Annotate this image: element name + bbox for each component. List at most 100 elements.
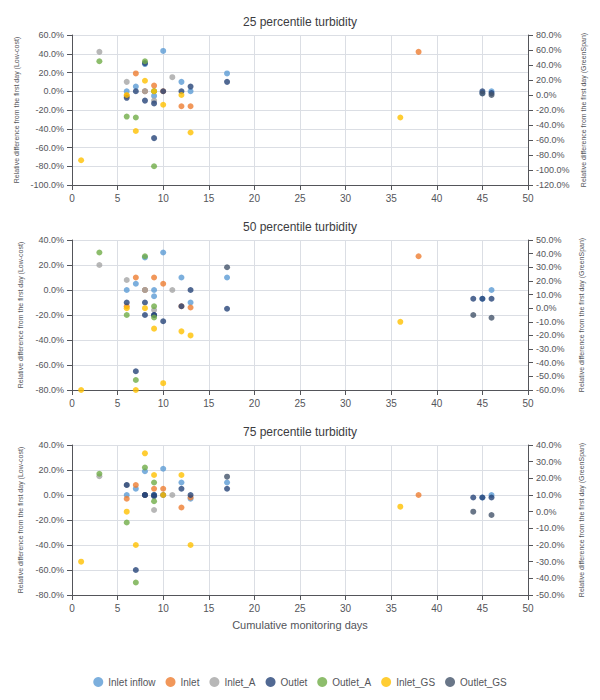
svg-text:Relative difference from the f: Relative difference from the first day (… [580, 33, 588, 187]
svg-text:-20.0%: -20.0% [536, 330, 565, 340]
svg-text:10: 10 [158, 603, 170, 614]
svg-text:50 percentile turbidity: 50 percentile turbidity [243, 220, 357, 234]
svg-text:30: 30 [340, 398, 352, 409]
svg-text:-60.0%: -60.0% [536, 385, 565, 395]
svg-text:60.0%: 60.0% [38, 30, 64, 40]
svg-text:40: 40 [431, 603, 443, 614]
svg-text:0.0%: 0.0% [43, 86, 64, 96]
svg-text:5: 5 [115, 603, 121, 614]
svg-text:20: 20 [249, 398, 261, 409]
svg-text:-80.0%: -80.0% [35, 385, 64, 395]
svg-text:25 percentile turbidity: 25 percentile turbidity [243, 15, 357, 29]
svg-text:0: 0 [69, 398, 75, 409]
svg-text:-40.0%: -40.0% [35, 335, 64, 345]
svg-text:75 percentile turbidity: 75 percentile turbidity [243, 425, 357, 439]
svg-text:15: 15 [203, 398, 215, 409]
svg-text:35: 35 [386, 603, 398, 614]
svg-text:50: 50 [522, 398, 534, 409]
svg-text:25: 25 [294, 398, 306, 409]
svg-text:30: 30 [340, 193, 352, 204]
svg-text:5: 5 [115, 398, 121, 409]
svg-text:-40.0%: -40.0% [35, 124, 64, 134]
svg-text:40: 40 [431, 398, 443, 409]
svg-text:25: 25 [294, 193, 306, 204]
svg-text:-40.0%: -40.0% [35, 540, 64, 550]
svg-text:Inlet inflow: Inlet inflow [108, 677, 156, 688]
svg-text:30: 30 [340, 603, 352, 614]
svg-text:-30.0%: -30.0% [536, 557, 565, 567]
svg-text:-30.0%: -30.0% [536, 344, 565, 354]
svg-text:40.0%: 40.0% [38, 49, 64, 59]
svg-text:Inlet: Inlet [181, 677, 200, 688]
svg-text:Inlet_A: Inlet_A [224, 677, 255, 688]
svg-text:-100.0%: -100.0% [30, 180, 64, 190]
svg-text:45: 45 [477, 193, 489, 204]
svg-text:40.0%: 40.0% [38, 440, 64, 450]
svg-text:25: 25 [294, 603, 306, 614]
svg-text:50: 50 [522, 193, 534, 204]
svg-text:20.0%: 20.0% [38, 68, 64, 78]
svg-text:40.0%: 40.0% [536, 60, 562, 70]
svg-text:40.0%: 40.0% [38, 235, 64, 245]
svg-text:0.0%: 0.0% [43, 490, 64, 500]
svg-text:-40.0%: -40.0% [536, 120, 565, 130]
svg-text:-60.0%: -60.0% [35, 360, 64, 370]
svg-text:20.0%: 20.0% [536, 75, 562, 85]
svg-text:0.0%: 0.0% [536, 507, 557, 517]
svg-text:35: 35 [386, 193, 398, 204]
svg-text:-40.0%: -40.0% [536, 573, 565, 583]
svg-text:10: 10 [158, 398, 170, 409]
svg-text:35: 35 [386, 398, 398, 409]
svg-text:-80.0%: -80.0% [35, 590, 64, 600]
svg-text:-40.0%: -40.0% [536, 358, 565, 368]
svg-text:20.0%: 20.0% [536, 276, 562, 286]
svg-text:10.0%: 10.0% [536, 490, 562, 500]
svg-text:10: 10 [158, 193, 170, 204]
svg-text:20.0%: 20.0% [536, 473, 562, 483]
svg-text:-50.0%: -50.0% [536, 371, 565, 381]
svg-text:0.0%: 0.0% [43, 285, 64, 295]
svg-text:-60.0%: -60.0% [35, 143, 64, 153]
svg-text:-60.0%: -60.0% [35, 565, 64, 575]
svg-text:-50.0%: -50.0% [536, 590, 565, 600]
svg-text:15: 15 [203, 193, 215, 204]
svg-text:20: 20 [249, 193, 261, 204]
svg-text:Relative difference from the f: Relative difference from the first day (… [578, 443, 586, 597]
svg-text:20.0%: 20.0% [38, 465, 64, 475]
svg-text:0: 0 [69, 603, 75, 614]
svg-text:Outlet: Outlet [281, 677, 308, 688]
svg-text:-120.0%: -120.0% [536, 180, 570, 190]
svg-text:45: 45 [477, 398, 489, 409]
svg-text:-20.0%: -20.0% [35, 105, 64, 115]
svg-text:-80.0%: -80.0% [536, 150, 565, 160]
svg-text:40.0%: 40.0% [536, 249, 562, 259]
svg-text:0: 0 [69, 193, 75, 204]
svg-text:20.0%: 20.0% [38, 260, 64, 270]
svg-text:5: 5 [115, 193, 121, 204]
svg-text:Inlet_GS: Inlet_GS [396, 677, 435, 688]
svg-text:Outlet_A: Outlet_A [332, 677, 371, 688]
svg-text:80.0%: 80.0% [536, 30, 562, 40]
svg-text:50: 50 [522, 603, 534, 614]
svg-text:Relative difference from the f: Relative difference from the first day (… [13, 37, 21, 184]
svg-text:60.0%: 60.0% [536, 45, 562, 55]
svg-text:-20.0%: -20.0% [536, 105, 565, 115]
svg-text:40: 40 [431, 193, 443, 204]
svg-text:0.0%: 0.0% [536, 303, 557, 313]
svg-text:0.0%: 0.0% [536, 90, 557, 100]
svg-text:-20.0%: -20.0% [35, 310, 64, 320]
svg-text:10.0%: 10.0% [536, 290, 562, 300]
svg-text:-60.0%: -60.0% [536, 135, 565, 145]
svg-text:20: 20 [249, 603, 261, 614]
svg-text:15: 15 [203, 603, 215, 614]
svg-text:Outlet_GS: Outlet_GS [460, 677, 507, 688]
svg-text:-10.0%: -10.0% [536, 523, 565, 533]
svg-text:50.0%: 50.0% [536, 235, 562, 245]
svg-text:40.0%: 40.0% [536, 440, 562, 450]
svg-text:-80.0%: -80.0% [35, 161, 64, 171]
svg-text:-100.0%: -100.0% [536, 165, 570, 175]
svg-text:Relative difference from the f: Relative difference from the first day (… [17, 447, 25, 594]
svg-text:Cumulative monitoring days: Cumulative monitoring days [232, 619, 368, 631]
svg-text:-20.0%: -20.0% [35, 515, 64, 525]
svg-text:30.0%: 30.0% [536, 457, 562, 467]
